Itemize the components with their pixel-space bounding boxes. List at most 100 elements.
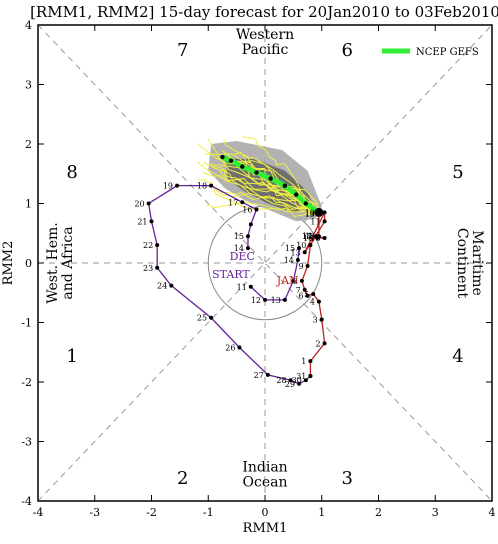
- point-label: 28: [276, 376, 286, 385]
- series-name-labels: DEC START JAN: [212, 250, 299, 287]
- y-tick-label: 1: [25, 198, 32, 211]
- point-label: 18: [197, 182, 207, 191]
- data-point: [146, 201, 151, 206]
- point-label: 14: [234, 244, 244, 253]
- data-point: [303, 378, 308, 383]
- region-label: West. Hem. and Africa: [45, 222, 76, 303]
- point-label: 14: [302, 232, 312, 241]
- octant-label: 6: [342, 40, 353, 61]
- octant-label: 4: [452, 346, 463, 367]
- data-point: [308, 374, 313, 379]
- ensemble-member-line: [196, 161, 320, 213]
- y-tick-label: -2: [21, 376, 32, 389]
- data-point: [308, 359, 313, 364]
- data-point: [308, 243, 313, 248]
- data-point: [254, 170, 259, 175]
- octant-label: 3: [342, 468, 353, 489]
- point-label: 13: [271, 296, 281, 305]
- data-point: [209, 315, 214, 320]
- data-point: [268, 176, 273, 181]
- legend: NCEP GEFS: [382, 47, 479, 58]
- data-point: [291, 278, 296, 283]
- data-point: [305, 263, 310, 268]
- y-tick-label: -1: [21, 317, 32, 330]
- x-tick-label: -4: [33, 506, 44, 519]
- region-label-line: and Africa: [60, 226, 76, 299]
- x-tick-label: 4: [489, 506, 496, 519]
- ensemble-member-line: [221, 150, 320, 213]
- data-point: [175, 183, 180, 188]
- point-label: 15: [285, 244, 295, 253]
- point-label: 29: [285, 380, 295, 389]
- data-point: [314, 234, 319, 239]
- point-label: 8: [293, 277, 298, 286]
- point-label: 13: [291, 248, 301, 257]
- octant-label: 8: [66, 162, 77, 183]
- octant-label: 1: [66, 346, 77, 367]
- point-label: 30: [292, 376, 302, 385]
- point-label: 26: [225, 343, 235, 352]
- y-tick-label: 0: [25, 257, 32, 270]
- point-label: 17: [302, 232, 312, 241]
- y-tick-label: 2: [25, 138, 32, 151]
- data-point: [240, 164, 245, 169]
- region-label-line: Pacific: [242, 42, 289, 58]
- data-point: [245, 246, 250, 251]
- point-label: 21: [137, 217, 147, 226]
- point-label: 16: [303, 234, 313, 243]
- data-point: [263, 297, 267, 302]
- y-axis-label: RMM2: [1, 241, 16, 286]
- point-label: 12: [251, 296, 261, 305]
- data-point: [149, 219, 154, 224]
- point-label: 31: [296, 372, 306, 381]
- legend-label: NCEP GEFS: [416, 47, 479, 58]
- zero-axes: [38, 25, 492, 501]
- data-point: [209, 183, 214, 188]
- data-point: [248, 284, 253, 289]
- series-name-label: START: [212, 268, 250, 281]
- x-tick-label: 2: [375, 506, 382, 519]
- point-label: 20: [134, 200, 144, 209]
- point-label: 19: [305, 210, 315, 219]
- x-tick-label: 1: [318, 506, 325, 519]
- point-label: 11: [237, 283, 247, 292]
- point-label: 11: [310, 217, 320, 226]
- x-tick-label: 0: [262, 506, 269, 519]
- region-label-line: Indian: [242, 460, 287, 476]
- data-point: [265, 372, 270, 377]
- data-point: [237, 345, 242, 350]
- octant-label: 2: [177, 468, 188, 489]
- data-point: [302, 250, 307, 255]
- data-point: [295, 258, 300, 263]
- point-label: 3: [313, 316, 318, 325]
- data-point: [311, 291, 316, 296]
- chart-title: [RMM1, RMM2] 15-day forecast for 20Jan20…: [30, 3, 498, 21]
- data-point: [322, 210, 327, 215]
- data-point: [288, 378, 293, 383]
- octant-label: 5: [452, 162, 463, 183]
- series-group: 1415161718192021222324252627282930311234…: [134, 154, 327, 389]
- data-point: [248, 222, 253, 227]
- series-jan: 12345678910111213141516171819: [291, 208, 327, 379]
- point-label: 4: [310, 298, 315, 307]
- data-point: [169, 283, 174, 288]
- region-label-line: West. Hem.: [45, 222, 61, 303]
- data-point: [322, 236, 327, 241]
- point-label: 23: [143, 264, 153, 273]
- data-point: [245, 234, 250, 239]
- region-label-line: Continent: [454, 228, 470, 299]
- data-point: [319, 317, 324, 322]
- point-label: 22: [143, 241, 153, 250]
- data-point: [240, 200, 245, 205]
- point-label: 27: [254, 371, 264, 380]
- series-name-label: DEC: [230, 250, 255, 263]
- point-label: 19: [163, 182, 173, 191]
- x-tick-label: -1: [203, 506, 214, 519]
- point-label: 6: [298, 292, 303, 301]
- point-label: 19: [305, 208, 315, 217]
